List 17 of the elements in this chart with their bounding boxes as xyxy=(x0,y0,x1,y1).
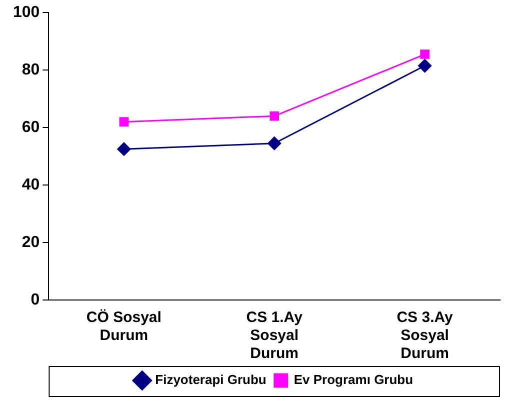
y-tick-label: 100 xyxy=(12,4,40,22)
point xyxy=(420,50,430,59)
y-tick-label: 0 xyxy=(30,291,40,308)
x-tick-label: CS 1.Ay Sosyal Durum xyxy=(246,309,304,362)
legend-label: Fizyoterapi Grubu xyxy=(155,372,266,388)
y-tick-label: 80 xyxy=(22,61,40,78)
x-tick-label: CÖ Sosyal Durum xyxy=(86,309,162,344)
point xyxy=(119,117,129,126)
point xyxy=(268,136,282,150)
legend-label: Ev Programı Grubu xyxy=(294,372,414,388)
point xyxy=(270,111,279,121)
point xyxy=(117,142,131,156)
y-tick-label: 40 xyxy=(22,176,40,194)
y-tick-label: 60 xyxy=(22,118,40,136)
x-tick-label: CS 3.Ay Sosyal Durum xyxy=(396,309,454,362)
point xyxy=(418,59,432,73)
y-tick-label: 20 xyxy=(22,234,40,251)
